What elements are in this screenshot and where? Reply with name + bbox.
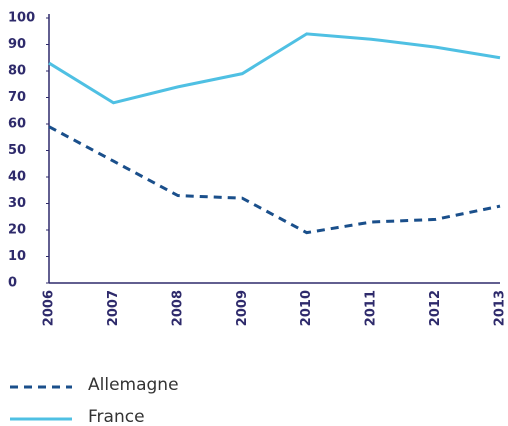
y-tick-label: 10 — [8, 249, 26, 264]
y-tick-label: 50 — [8, 143, 26, 158]
line — [48, 125, 501, 235]
y-tick-label: 100 — [8, 11, 35, 26]
x-tick-label: 2008 — [170, 290, 185, 326]
y-tick-label: 20 — [8, 223, 26, 238]
y-tick-label: 70 — [8, 90, 26, 105]
x-tick-label: 2007 — [106, 290, 121, 326]
x-tick-label: 2013 — [493, 290, 508, 326]
x-tick-label: 2012 — [428, 290, 443, 326]
y-tick-label: 80 — [8, 64, 26, 79]
x-tick-label: 2011 — [364, 290, 379, 326]
legend-label: Allemagne — [88, 375, 179, 395]
y-tick-label: 30 — [8, 196, 26, 211]
y-tick-label: 60 — [8, 117, 26, 132]
x-tick-label: 2010 — [299, 290, 314, 326]
x-tick-label: 2006 — [42, 290, 57, 326]
x-tick-label: 2009 — [235, 290, 250, 326]
y-tick-label: 40 — [8, 170, 26, 185]
y-tick-label: 90 — [8, 37, 26, 52]
line — [48, 32, 501, 105]
y-tick-label: 0 — [8, 276, 17, 291]
legend-label: France — [88, 407, 145, 426]
